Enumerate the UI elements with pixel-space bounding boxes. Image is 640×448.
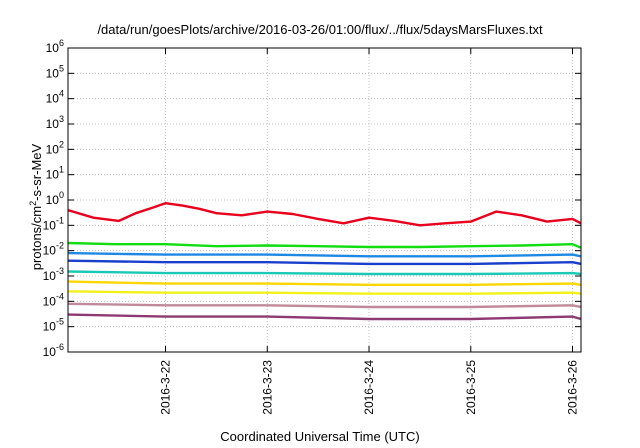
chart-title: /data/run/goesPlots/archive/2016-03-26/0… [97, 22, 543, 37]
series-line [68, 290, 581, 295]
series-line [68, 259, 581, 266]
series-line [68, 251, 581, 258]
y-tick-label: 10-1 [43, 215, 64, 232]
y-tick-label: 10-4 [43, 291, 64, 308]
y-tick-label: 104 [46, 89, 64, 106]
series-group [68, 201, 581, 321]
y-tick-label: 101 [46, 165, 64, 182]
series-line [68, 270, 581, 276]
series-line [68, 313, 581, 321]
plot-frame [67, 47, 582, 353]
y-tick-label: 10-2 [43, 241, 64, 258]
y-tick-label: 100 [46, 190, 64, 207]
y-tick-label: 106 [46, 38, 64, 55]
y-tick-label: 105 [46, 63, 64, 80]
x-axis-label: Coordinated Universal Time (UTC) [220, 429, 420, 444]
y-tick-label: 103 [46, 114, 64, 131]
series-line [68, 201, 581, 227]
x-tick-label: 2016-3-26 [566, 360, 580, 415]
series-line [68, 280, 581, 286]
series-line [68, 302, 581, 309]
x-tick-label: 2016-3-23 [260, 360, 274, 415]
y-tick-label: 10-5 [43, 317, 64, 334]
y-tick-label: 10-6 [43, 342, 64, 359]
y-tick-label: 10-3 [43, 266, 64, 283]
x-tick-label: 2016-3-24 [362, 360, 376, 415]
y-tick-label: 102 [46, 139, 64, 156]
series-line [68, 241, 581, 249]
x-tick-label: 2016-3-22 [159, 360, 173, 415]
x-tick-label: 2016-3-25 [464, 360, 478, 415]
